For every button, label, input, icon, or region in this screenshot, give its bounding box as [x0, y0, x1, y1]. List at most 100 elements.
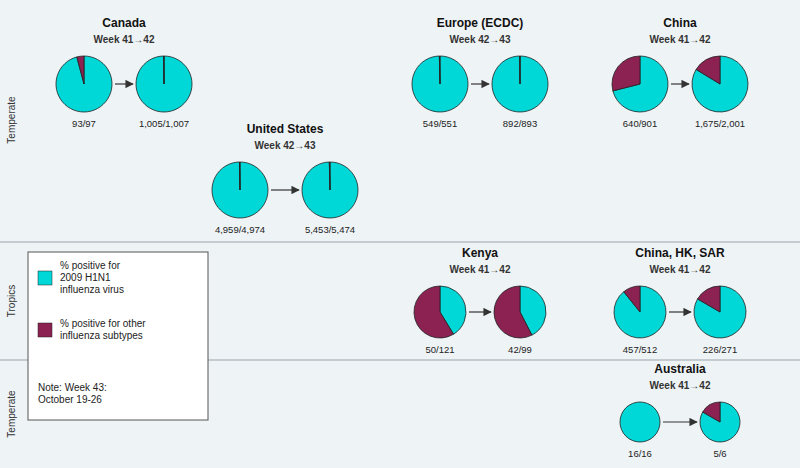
legend-note: Note: Week 43:October 19-26 — [38, 382, 107, 405]
arrow — [669, 311, 691, 312]
pie-label: 16/16 — [628, 448, 652, 459]
pie-slice — [212, 162, 268, 218]
arrow — [115, 83, 133, 84]
region: CanadaWeek 41→4293/971,005/1,007 — [56, 16, 192, 128]
region: Europe (ECDC) Week 42→43 549/551 892/893 — [412, 16, 548, 128]
pie — [302, 162, 358, 218]
pie-label: 4,959/4,974 — [215, 224, 265, 235]
text-line: 2009 H1N1 — [60, 272, 111, 283]
pie — [700, 402, 740, 442]
pie-slice — [77, 56, 84, 84]
region: China Week 41→42 640/901 1,675/2,001 — [612, 16, 748, 128]
pie-label: 5,453/5,474 — [305, 224, 355, 235]
pie-slice — [136, 56, 192, 112]
pie-slice — [694, 286, 746, 338]
pie — [694, 286, 746, 338]
pie-label: 1,675/2,001 — [695, 118, 745, 129]
week-label: Week 41→42 — [650, 380, 711, 391]
legend-swatch — [38, 323, 52, 337]
pie — [620, 402, 660, 442]
region: Kenya Week 41→42 50/121 42/99 — [414, 246, 546, 354]
arrow — [271, 189, 299, 190]
week-label: Week 42→43 — [450, 34, 511, 45]
legend-swatch — [38, 271, 52, 285]
pie-slice — [239, 162, 241, 190]
pie-label: 93/97 — [72, 118, 96, 129]
arrow — [471, 83, 489, 84]
region: China, HK, SAR Week 41→42 457/512 226/271 — [614, 246, 746, 354]
text-line: October 19-26 — [38, 394, 102, 405]
pie — [212, 162, 268, 218]
pie-slice — [620, 402, 660, 442]
pie-label: 42/99 — [508, 344, 532, 355]
pie — [612, 56, 668, 112]
pie — [136, 56, 192, 112]
pie-label: 640/901 — [623, 118, 657, 129]
pie — [614, 286, 666, 338]
region-title: Europe (ECDC) — [437, 16, 524, 30]
week-label: Week 41→42 — [650, 264, 711, 275]
pie-slice — [700, 402, 740, 442]
pie-label: 457/512 — [623, 344, 657, 355]
text-line: influenza subtypes — [60, 330, 143, 341]
pie-slice — [614, 286, 666, 338]
text-line: Note: Week 43: — [38, 382, 107, 393]
pie-slice — [414, 286, 453, 338]
chart: Temperate Tropics Temperate Canada Week 41→4… — [0, 0, 800, 468]
text-line: % positive for — [60, 260, 121, 271]
arrow — [671, 83, 689, 84]
legend-box — [28, 252, 208, 420]
legend-label: % positive for otherinfluenza subtypes — [60, 318, 146, 341]
pie-label: 549/551 — [423, 118, 457, 129]
region-title: United States — [247, 122, 324, 136]
pie-slice — [56, 56, 112, 112]
text-line: influenza virus — [60, 284, 124, 295]
pie — [414, 286, 466, 338]
pie-slice — [612, 56, 640, 91]
region-title: China — [663, 16, 697, 30]
zone-label: Temperate — [6, 390, 17, 438]
pie-slice — [494, 286, 532, 338]
region-title: Canada — [102, 16, 146, 30]
pie — [412, 56, 468, 112]
pie-slice — [696, 56, 720, 84]
region-title: Australia — [654, 362, 706, 376]
pie-slice — [613, 56, 668, 112]
legend: % positive for2009 H1N1influenza virus% … — [28, 252, 208, 420]
arrow — [663, 421, 697, 422]
pie-slice — [492, 56, 548, 112]
pie-slice — [439, 56, 441, 84]
pie-slice — [329, 162, 331, 190]
week-label: Week 42→43 — [255, 140, 316, 151]
pie-label: 892/893 — [503, 118, 537, 129]
pie — [494, 286, 546, 338]
zone-line — [0, 242, 800, 243]
pie-slice — [624, 286, 640, 312]
zone-label: Temperate — [6, 96, 17, 144]
background — [0, 0, 800, 468]
pie-slice — [163, 56, 164, 84]
region-title: Kenya — [462, 246, 498, 260]
region: United States Week 42→43 4,959/4,974 5,453/… — [212, 122, 358, 234]
pie-label: 226/271 — [703, 344, 737, 355]
pie — [692, 56, 748, 112]
week-label: Week 41→42 — [450, 264, 511, 275]
week-label: Week 41→42 — [650, 34, 711, 45]
pie — [492, 56, 548, 112]
legend-label: % positive for2009 H1N1influenza virus — [60, 260, 124, 295]
pie-slice — [692, 56, 748, 112]
arrow — [469, 311, 491, 312]
pie-slice — [302, 162, 358, 218]
pie-slice — [519, 56, 520, 84]
pie-label: 5/6 — [713, 448, 726, 459]
zone-label: Tropics — [6, 285, 17, 317]
region: Australia Week 41→42 16/16 5/6 — [620, 362, 740, 458]
pie-slice — [703, 402, 720, 422]
pie-label: 1,005/1,007 — [139, 118, 189, 129]
region-title: China, HK, SAR — [635, 246, 725, 260]
pie-label: 50/121 — [425, 344, 454, 355]
pie-slice — [412, 56, 468, 112]
pie — [56, 56, 112, 112]
pie-slice — [698, 286, 720, 312]
text-line: % positive for other — [60, 318, 146, 329]
